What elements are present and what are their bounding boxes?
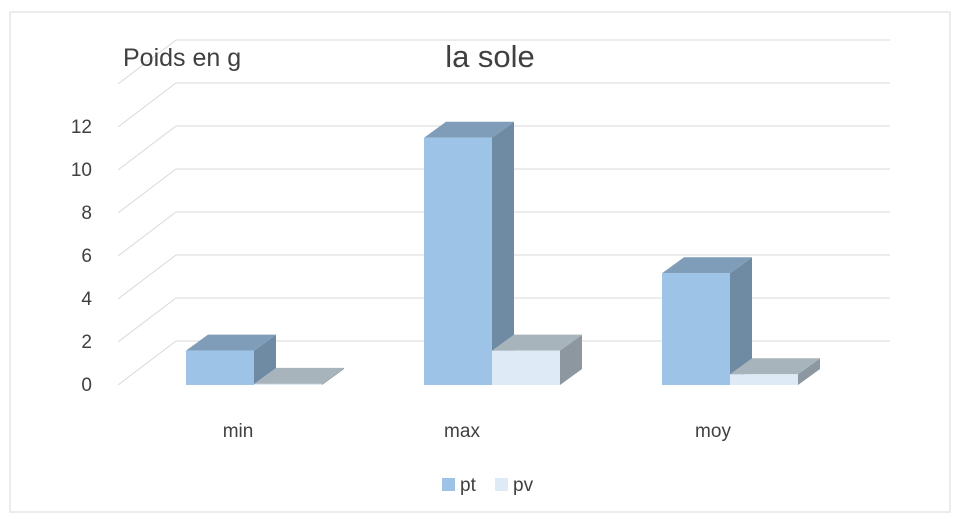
gridline-diagonal bbox=[117, 39, 177, 85]
chart-title: la sole bbox=[445, 39, 535, 74]
bar-pt-min bbox=[186, 334, 276, 385]
bar-pv-max bbox=[492, 334, 582, 385]
gridline-diagonal bbox=[117, 211, 177, 257]
gridline-diagonal bbox=[117, 340, 177, 386]
bar-side bbox=[492, 121, 514, 385]
y-tick-label: 10 bbox=[71, 160, 92, 181]
y-tick-label: 2 bbox=[81, 332, 92, 353]
y-tick-label: 6 bbox=[81, 246, 92, 267]
bar-top bbox=[424, 121, 514, 138]
bar-front bbox=[662, 273, 730, 385]
bar-side bbox=[322, 367, 344, 385]
bar-top bbox=[254, 367, 344, 384]
gridline-diagonal bbox=[117, 82, 177, 128]
x-tick-label: min bbox=[223, 421, 254, 442]
bar-front bbox=[730, 374, 798, 385]
legend-swatch bbox=[495, 478, 508, 491]
bar-pt-moy bbox=[662, 257, 752, 385]
gridline-diagonal bbox=[117, 297, 177, 343]
legend-label: pv bbox=[513, 475, 534, 496]
x-tick-labels: min max moy bbox=[223, 421, 732, 442]
y-tick-label: 8 bbox=[81, 203, 92, 224]
gridline-diagonal bbox=[117, 168, 177, 214]
legend-label: pt bbox=[460, 475, 477, 496]
bar-top bbox=[186, 334, 276, 351]
gridline-diagonal bbox=[117, 125, 177, 171]
gridline-diagonal bbox=[117, 254, 177, 300]
gridlines bbox=[117, 39, 890, 386]
y-tick-label: 12 bbox=[71, 117, 92, 138]
y-tick-label: 4 bbox=[81, 289, 92, 310]
bar-side bbox=[560, 334, 582, 385]
y-tick-labels: 0 2 4 6 8 10 12 bbox=[71, 117, 93, 396]
bar-top bbox=[730, 358, 820, 375]
legend: pt pv bbox=[442, 475, 534, 496]
bar-pt-max bbox=[424, 121, 514, 385]
bars bbox=[186, 121, 820, 385]
y-tick-label: 0 bbox=[81, 375, 92, 396]
x-tick-label: moy bbox=[695, 421, 731, 442]
bar-top bbox=[492, 334, 582, 351]
x-tick-label: max bbox=[444, 421, 480, 442]
bar-top bbox=[662, 257, 752, 274]
bar-front bbox=[186, 350, 254, 385]
bar-pv-min bbox=[254, 367, 344, 385]
bar-side bbox=[730, 257, 752, 385]
bar-pv-moy bbox=[730, 358, 820, 385]
bar-front bbox=[492, 350, 560, 385]
bar-front bbox=[424, 137, 492, 385]
y-axis-label: Poids en g bbox=[123, 44, 241, 72]
bar-front bbox=[254, 383, 322, 385]
bar-side bbox=[798, 358, 820, 385]
legend-swatch bbox=[442, 478, 455, 491]
